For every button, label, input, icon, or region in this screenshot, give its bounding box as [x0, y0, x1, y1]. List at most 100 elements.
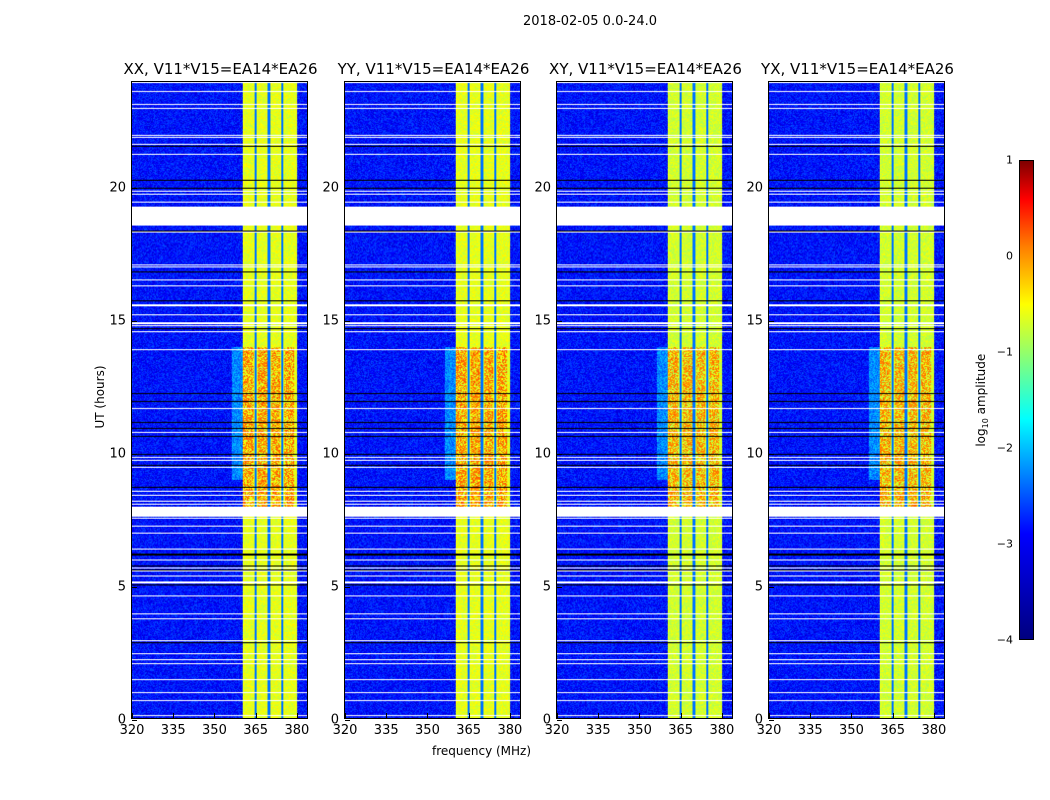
x-tick: [851, 713, 853, 718]
y-tick-label: 20: [109, 180, 126, 196]
x-tick-label: 350: [627, 723, 652, 738]
y-tick-label: 20: [534, 180, 551, 196]
y-tick-label: 10: [746, 446, 763, 462]
x-tick: [933, 713, 935, 718]
heatmap-image: [345, 82, 520, 718]
panel-title: XY, V11*V15=EA14*EA26: [549, 60, 742, 78]
y-tick: [132, 188, 137, 190]
y-tick-label: 20: [322, 180, 339, 196]
heatmap-image: [769, 82, 944, 718]
x-tick-label: 380: [284, 723, 310, 738]
y-tick: [345, 188, 350, 190]
x-tick: [296, 713, 298, 718]
heatmap-panel-0: XX, V11*V15=EA14*EA26 320 335 350 365 380 0 5 10…: [109, 60, 317, 738]
x-tick: [345, 713, 346, 718]
y-tick-label: 5: [117, 579, 126, 595]
x-tick: [468, 713, 470, 718]
panel-title: YX, V11*V15=EA14*EA26: [761, 60, 954, 78]
x-tick: [509, 713, 511, 718]
x-tick-label: 350: [415, 723, 440, 738]
y-tick-label: 5: [754, 579, 763, 595]
panel-title: YY, V11*V15=EA14*EA26: [337, 60, 530, 78]
heatmap-panel-1: YY, V11*V15=EA14*EA26 320 335 350 365 380 0 5 10…: [322, 60, 529, 738]
y-tick-label: 15: [109, 313, 126, 329]
x-tick: [255, 713, 257, 718]
y-tick-label: 0: [330, 712, 339, 728]
x-tick: [214, 713, 216, 718]
y-tick-label: 15: [746, 313, 763, 329]
y-axis-label: UT (hours): [93, 365, 107, 429]
y-tick-label: 10: [534, 446, 551, 462]
y-tick: [769, 188, 774, 190]
x-tick: [810, 713, 812, 718]
colorbar-tick-label: 0: [1006, 249, 1013, 263]
colorbar-tick-label: −4: [996, 633, 1013, 647]
heatmap-panel-3: YX, V11*V15=EA14*EA26 320 335 350 365 380 0 5 10…: [746, 60, 953, 738]
y-tick-label: 0: [754, 712, 763, 728]
x-tick: [769, 713, 770, 718]
x-tick-label: 350: [202, 723, 227, 738]
x-tick: [598, 713, 600, 718]
y-tick: [557, 188, 562, 190]
x-axis-label: frequency (MHz): [432, 744, 532, 758]
x-tick-label: 365: [880, 723, 906, 738]
y-tick-label: 5: [542, 579, 551, 595]
y-tick: [132, 720, 137, 721]
x-tick: [639, 713, 641, 718]
x-tick-label: 335: [585, 723, 611, 738]
x-tick-label: 380: [497, 723, 523, 738]
x-tick-label: 320: [544, 723, 570, 738]
y-tick: [557, 720, 562, 721]
x-tick-label: 335: [373, 723, 399, 738]
colorbar-label: log10 amplitude: [973, 353, 991, 447]
y-tick: [345, 454, 350, 456]
panel-title: XX, V11*V15=EA14*EA26: [123, 60, 318, 78]
y-tick-label: 20: [746, 180, 763, 196]
heatmap-image: [132, 82, 307, 718]
y-tick: [769, 321, 774, 323]
y-tick: [557, 587, 562, 589]
y-tick-label: 10: [322, 446, 339, 462]
x-tick-label: 350: [839, 723, 864, 738]
y-tick: [132, 587, 137, 589]
x-tick: [386, 713, 388, 718]
x-tick-label: 335: [797, 723, 823, 738]
x-tick-label: 320: [756, 723, 782, 738]
x-tick: [721, 713, 723, 718]
y-tick: [769, 587, 774, 589]
x-tick-label: 320: [119, 723, 145, 738]
x-tick: [892, 713, 894, 718]
y-tick: [557, 454, 562, 456]
y-tick: [345, 321, 350, 323]
x-tick-label: 365: [243, 723, 269, 738]
x-tick: [680, 713, 682, 718]
colorbar-tick-label: −3: [996, 537, 1013, 551]
y-tick: [769, 454, 774, 456]
y-tick-label: 0: [117, 712, 126, 728]
x-tick-label: 365: [668, 723, 694, 738]
colorbar-tick-label: −1: [996, 345, 1013, 359]
x-tick: [173, 713, 175, 718]
y-tick-label: 10: [109, 446, 126, 462]
colorbar-tick-label: −2: [996, 441, 1013, 455]
y-tick-label: 0: [542, 712, 551, 728]
y-tick: [345, 587, 350, 589]
y-tick: [557, 321, 562, 323]
x-tick: [427, 713, 429, 718]
heatmap-panel-2: XY, V11*V15=EA14*EA26 320 335 350 365 380 0 5 10…: [534, 60, 741, 738]
heatmap-image: [557, 82, 732, 718]
y-tick: [769, 720, 774, 721]
colorbar: [1019, 160, 1034, 640]
x-tick-label: 335: [160, 723, 186, 738]
x-tick: [132, 713, 133, 718]
y-tick-label: 15: [534, 313, 551, 329]
x-tick: [557, 713, 558, 718]
y-tick: [132, 454, 137, 456]
x-tick-label: 320: [332, 723, 358, 738]
y-tick: [132, 321, 137, 323]
x-tick-label: 380: [709, 723, 735, 738]
x-tick-label: 380: [921, 723, 947, 738]
x-tick-label: 365: [456, 723, 482, 738]
y-tick: [345, 720, 350, 721]
